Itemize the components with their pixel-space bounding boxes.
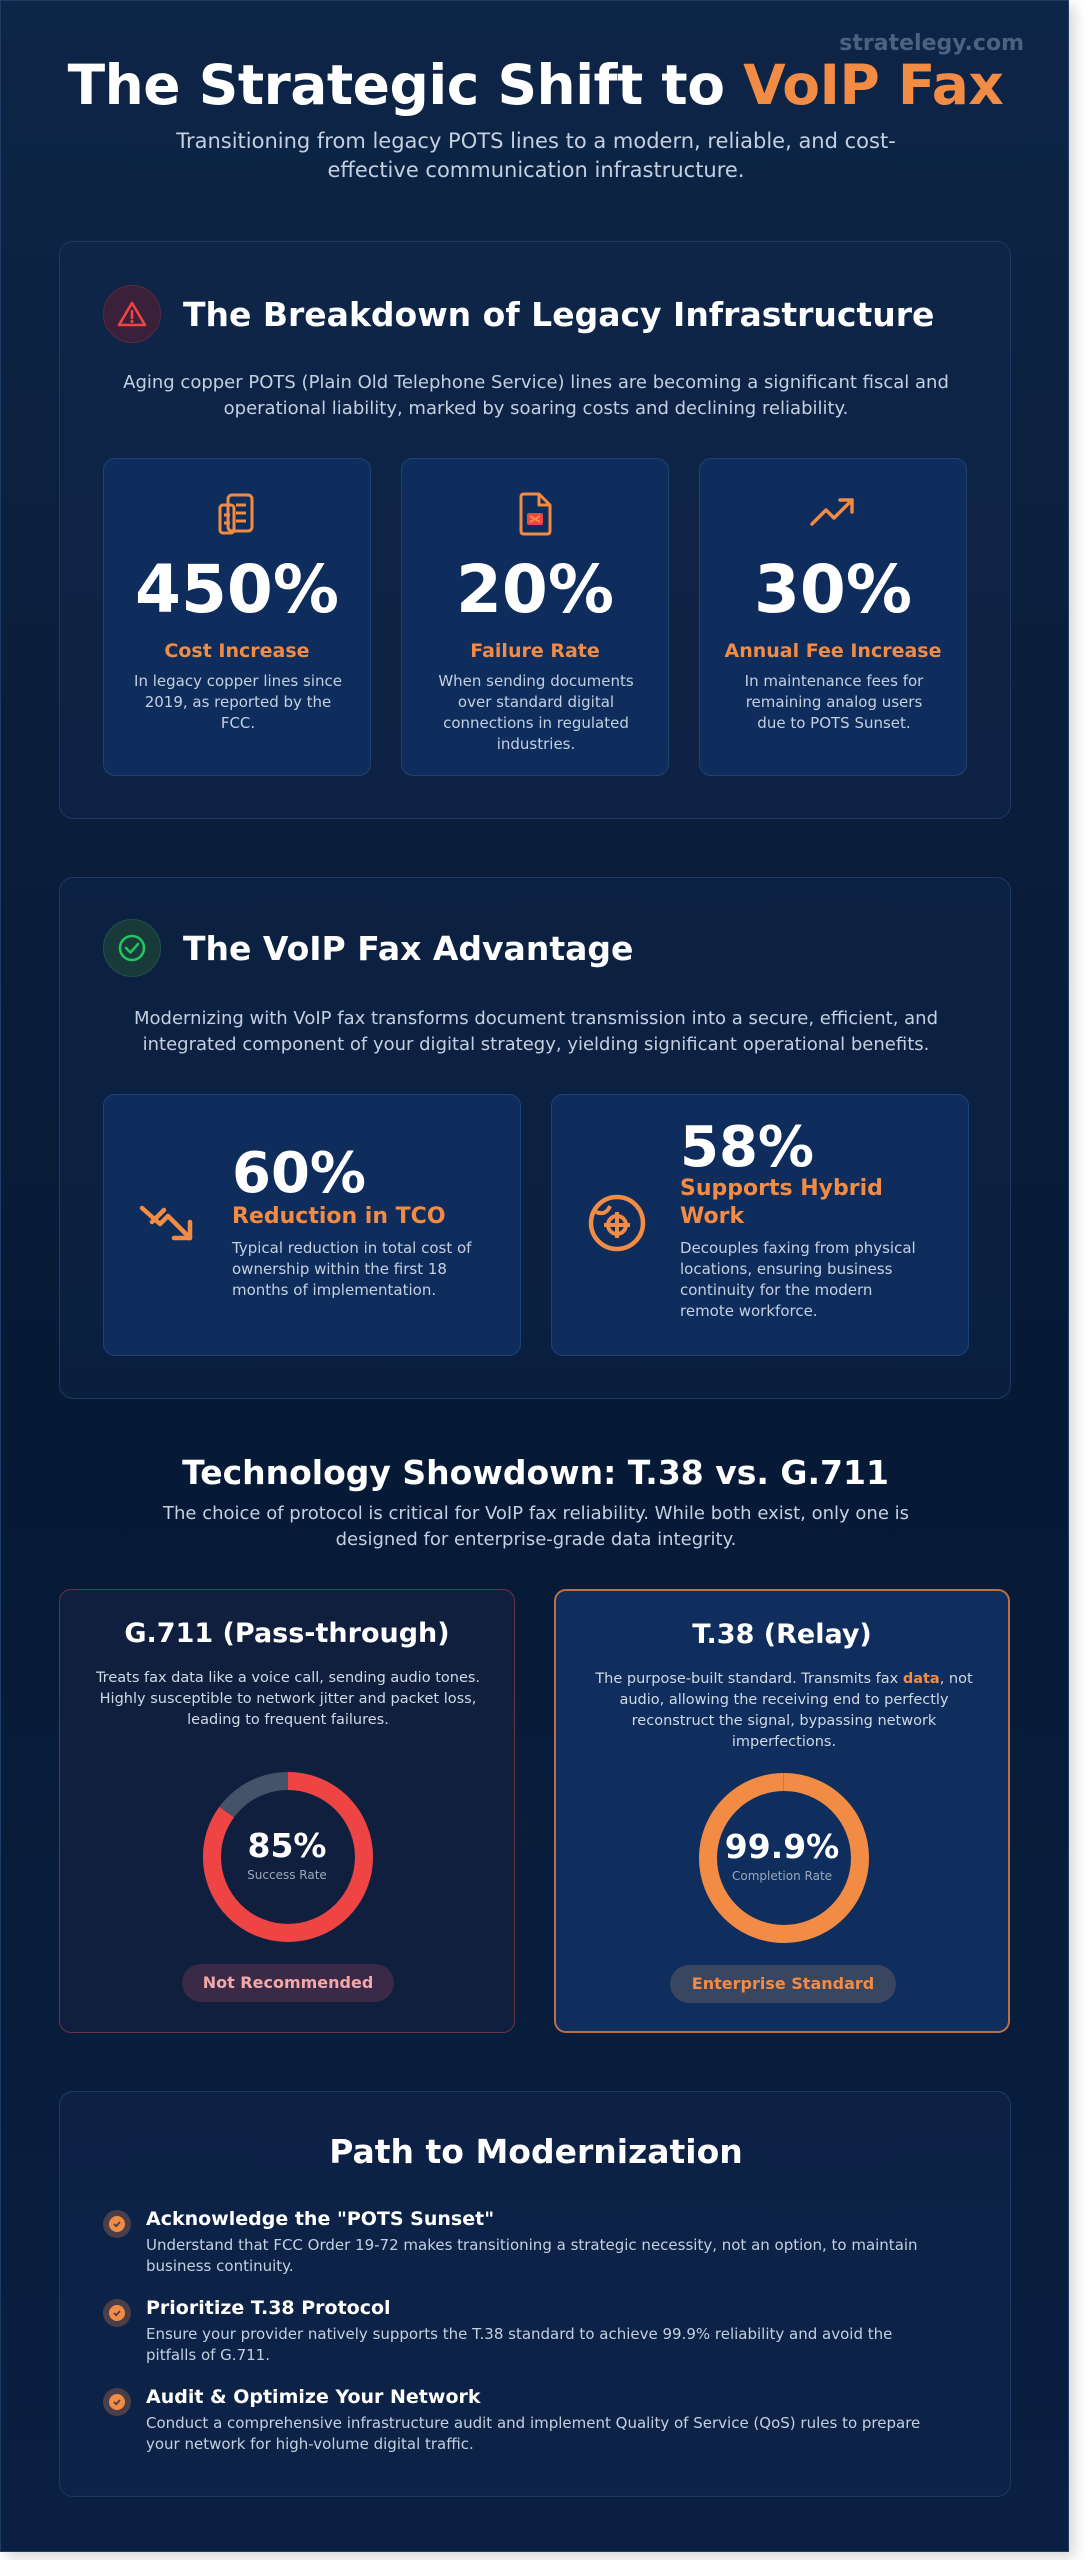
stat-text: When sending documents over standard dig… <box>438 672 634 753</box>
advantage-text: Typical reduction in total cost of owner… <box>232 1239 472 1299</box>
step-text: Conduct a comprehensive infrastructure a… <box>146 2414 921 2453</box>
step-title: Prioritize T.38 Protocol <box>146 2297 391 2319</box>
title-accent: VoIP Fax <box>743 53 1004 117</box>
legacy-section: The Breakdown of Legacy Infrastructure A… <box>59 241 1011 819</box>
g711-donut-chart <box>203 1772 373 1942</box>
warning-icon <box>103 285 161 343</box>
showdown-title: Technology Showdown: T.38 vs. G.711 <box>182 1453 889 1492</box>
showdown-description: The choice of protocol is critical for V… <box>163 1503 909 1550</box>
g711-success-value: 85% <box>247 1826 327 1865</box>
t38-completion-value: 99.9% <box>724 1827 840 1866</box>
file-error-icon <box>402 491 668 537</box>
stat-value: 30% <box>754 551 912 628</box>
step-title: Audit & Optimize Your Network <box>146 2386 481 2408</box>
advantage-card-hybrid: 58% Supports Hybrid Work Decouples faxin… <box>551 1094 969 1356</box>
advantage-text: Decouples faxing from physical locations… <box>680 1239 916 1320</box>
step-title: Acknowledge the "POTS Sunset" <box>146 2208 495 2230</box>
legacy-header: The Breakdown of Legacy Infrastructure <box>103 285 934 343</box>
g711-title: G.711 (Pass-through) <box>124 1618 450 1649</box>
page-title: The Strategic Shift to VoIP Fax <box>1 53 1070 117</box>
brand-watermark: stratelegy.com <box>839 31 1024 56</box>
page-subtitle: Transitioning from legacy POTS lines to … <box>176 129 896 182</box>
advantage-label: Reduction in TCO <box>232 1204 446 1229</box>
check-bullet-icon <box>103 2388 131 2416</box>
title-main: The Strategic Shift to <box>67 53 744 117</box>
t38-donut-chart <box>699 1773 869 1943</box>
not-recommended-badge: Not Recommended <box>182 1964 394 2002</box>
g711-description: Treats fax data like a voice call, sendi… <box>95 1670 481 1728</box>
donut-value-arc <box>699 1773 869 1943</box>
legacy-title: The Breakdown of Legacy Infrastructure <box>183 294 935 334</box>
advantage-title: The VoIP Fax Advantage <box>183 928 634 968</box>
t38-text-highlight: data <box>902 1671 940 1687</box>
donut-value-arc <box>203 1772 373 1942</box>
advantage-header: The VoIP Fax Advantage <box>103 919 633 977</box>
stat-label: Annual Fee Increase <box>724 640 942 662</box>
building-icon <box>104 491 370 537</box>
path-section: Path to Modernization Acknowledge the "P… <box>59 2091 1011 2497</box>
globe-icon <box>586 1194 648 1258</box>
advantage-value: 60% <box>232 1141 367 1206</box>
step-text: Ensure your provider natively supports t… <box>146 2325 893 2364</box>
path-title: Path to Modernization <box>329 2132 743 2171</box>
stat-card-cost: 450% Cost Increase In legacy copper line… <box>103 458 371 776</box>
stat-label: Cost Increase <box>164 640 310 662</box>
t38-text-after: , not audio, allowing the receiving end … <box>619 1671 973 1750</box>
trending-up-icon <box>700 491 966 531</box>
advantage-section: The VoIP Fax Advantage Modernizing with … <box>59 877 1011 1399</box>
g711-card: G.711 (Pass-through) Treats fax data lik… <box>59 1589 515 2033</box>
advantage-card-tco: 60% Reduction in TCO Typical reduction i… <box>103 1094 521 1356</box>
t38-description: The purpose-built standard. Transmits fa… <box>590 1669 978 1753</box>
stat-card-fees: 30% Annual Fee Increase In maintenance f… <box>699 458 967 776</box>
advantage-value: 58% <box>680 1115 815 1180</box>
stat-value: 450% <box>135 551 339 628</box>
check-bullet-icon <box>103 2299 131 2327</box>
stat-text: In legacy copper lines since 2019, as re… <box>134 672 342 732</box>
stat-value: 20% <box>456 551 614 628</box>
stat-card-failure: 20% Failure Rate When sending documents … <box>401 458 669 776</box>
t38-card: T.38 (Relay) The purpose-built standard.… <box>554 1589 1010 2033</box>
stat-text: In maintenance fees for remaining analog… <box>744 672 924 732</box>
enterprise-standard-badge: Enterprise Standard <box>670 1965 896 2003</box>
advantage-description: Modernizing with VoIP fax transforms doc… <box>133 1008 939 1055</box>
check-circle-icon <box>103 919 161 977</box>
g711-success-label: Success Rate <box>247 1868 327 1882</box>
advantage-label: Supports Hybrid Work <box>680 1176 883 1229</box>
t38-text-before: The purpose-built standard. Transmits fa… <box>595 1671 903 1687</box>
check-bullet-icon <box>103 2210 131 2238</box>
trending-down-icon <box>138 1200 202 1252</box>
stat-label: Failure Rate <box>470 640 600 662</box>
legacy-description: Aging copper POTS (Plain Old Telephone S… <box>123 372 949 419</box>
step-text: Understand that FCC Order 19-72 makes tr… <box>146 2236 918 2275</box>
t38-completion-label: Completion Rate <box>731 1869 833 1883</box>
t38-title: T.38 (Relay) <box>692 1619 872 1650</box>
